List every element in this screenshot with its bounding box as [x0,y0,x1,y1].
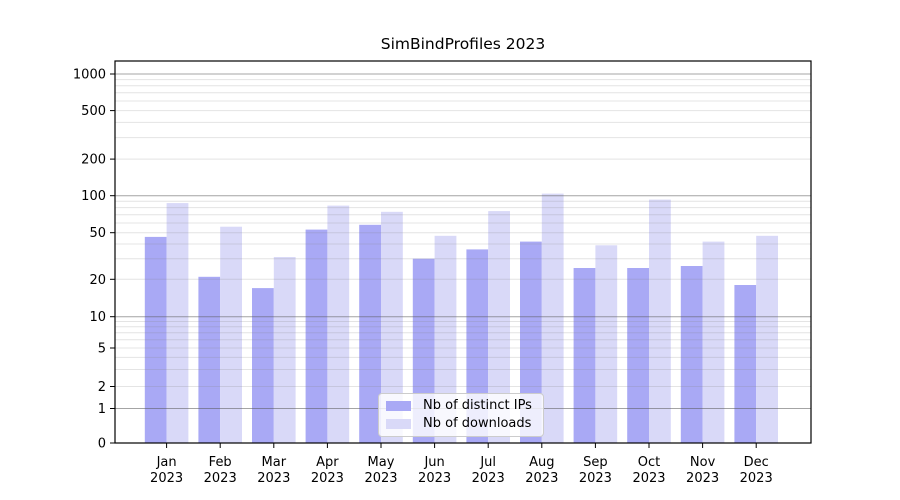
y-tick-label: 5 [98,342,106,357]
chart-title: SimBindProfiles 2023 [380,35,546,53]
x-tick-label-month: Nov [690,455,716,470]
x-tick-label-month: Jan [156,455,177,470]
x-tick-label-month: Jul [479,455,496,470]
bar-aug-distinct-ips [520,241,542,443]
bar-apr-distinct-ips [305,229,328,443]
x-tick-label-month: Jun [423,455,444,470]
legend: Nb of distinct IPs Nb of downloads [378,393,544,437]
bar-nov-downloads [702,241,725,443]
bar-aug-downloads [541,193,564,443]
y-tick-label: 100 [81,189,106,204]
grid-layer [115,73,811,409]
y-tick-label: 50 [89,226,106,241]
bar-dec-downloads [756,235,778,443]
x-tick-label-month: Mar [262,455,287,470]
x-tick-label-month: Oct [638,455,660,470]
bar-apr-downloads [327,205,350,443]
bar-oct-downloads [649,199,671,443]
x-tick-label-year: 2023 [686,471,719,486]
legend-item-distinct-ips: Nb of distinct IPs [386,397,535,415]
x-tick-label-month: May [368,455,395,470]
x-tick-label-month: Dec [744,455,769,470]
legend-label-distinct-ips: Nb of distinct IPs [423,398,532,413]
legend-item-downloads: Nb of downloads [386,415,535,433]
bar-may-distinct-ips [359,224,381,443]
bar-jul-downloads [488,211,510,443]
bar-dec-distinct-ips [734,285,757,443]
bar-nov-distinct-ips [680,266,703,443]
y-tick-label: 500 [81,104,106,119]
bar-jun-downloads [434,235,457,443]
axes-layer: 01251020501002005001000Jan2023Feb2023Mar… [73,60,812,486]
y-tick-label: 1000 [73,68,106,83]
x-tick-label-year: 2023 [579,471,612,486]
x-tick-label-month: Feb [209,455,232,470]
x-tick-label-year: 2023 [257,471,290,486]
bar-jan-distinct-ips [144,236,167,443]
x-tick-label-year: 2023 [311,471,344,486]
x-tick-label-year: 2023 [204,471,237,486]
x-tick-label-year: 2023 [418,471,451,486]
x-tick-label-month: Aug [529,455,554,470]
bar-sep-distinct-ips [573,268,596,443]
x-tick-label-month: Apr [316,455,339,470]
bar-oct-distinct-ips [627,268,649,443]
y-tick-label: 2 [98,380,106,395]
legend-swatch-downloads-icon [386,419,411,429]
legend-swatch-distinct-ips-icon [386,401,411,411]
x-tick-label-year: 2023 [364,471,397,486]
y-tick-label: 20 [89,273,106,288]
y-tick-label: 10 [89,310,106,325]
y-tick-label: 0 [98,437,106,452]
x-tick-label-month: Sep [583,455,608,470]
x-tick-label-year: 2023 [472,471,505,486]
bar-feb-distinct-ips [198,276,221,443]
bar-mar-downloads [273,257,296,443]
y-tick-label: 1 [98,402,106,417]
x-tick-label-year: 2023 [632,471,665,486]
axis-frame [114,60,812,444]
y-tick-label: 200 [81,153,106,168]
x-tick-label-year: 2023 [740,471,773,486]
bar-may-downloads [381,211,403,443]
bar-mar-distinct-ips [252,288,274,443]
legend-label-downloads: Nb of downloads [423,416,532,431]
x-tick-label-year: 2023 [525,471,558,486]
x-tick-label-year: 2023 [150,471,183,486]
bar-jan-downloads [166,203,189,443]
bar-feb-downloads [220,226,242,443]
bar-sep-downloads [595,245,618,443]
